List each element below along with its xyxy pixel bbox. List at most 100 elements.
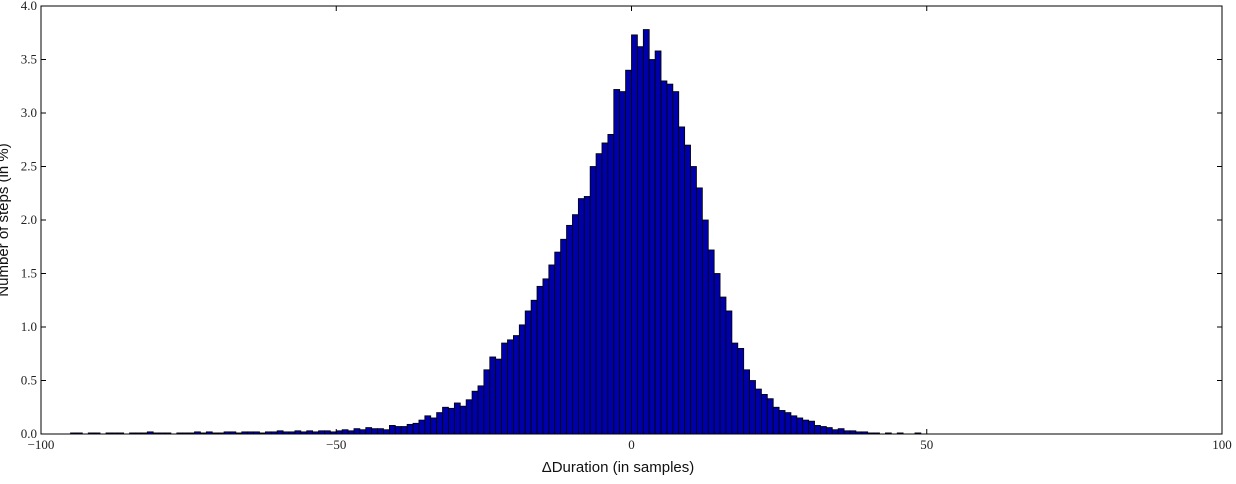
bar	[353, 428, 361, 435]
bar	[648, 59, 656, 435]
x-tick-label: 50	[920, 437, 933, 452]
bar	[377, 428, 384, 435]
bar	[418, 419, 426, 435]
bar	[394, 426, 402, 435]
bar	[424, 415, 432, 435]
bar	[654, 50, 662, 435]
bar	[560, 238, 567, 435]
y-axis-label: Number of steps (in %)	[0, 143, 12, 296]
bar	[371, 428, 378, 435]
bar	[400, 426, 408, 435]
x-tick-label: 100	[1212, 437, 1232, 452]
y-tick-label: 3.5	[21, 52, 37, 67]
bar	[707, 249, 715, 435]
y-tick-label: 0.5	[21, 373, 37, 388]
bar	[814, 425, 821, 435]
bar	[772, 406, 780, 435]
y-tick-label: 2.0	[21, 212, 37, 227]
bar	[725, 310, 733, 435]
bar	[619, 91, 626, 435]
bar	[607, 133, 615, 435]
bar	[536, 285, 544, 435]
bar	[825, 427, 833, 435]
bar	[453, 402, 461, 435]
bar	[642, 29, 650, 435]
bar	[436, 412, 443, 435]
bar	[613, 89, 621, 435]
bar	[802, 419, 810, 435]
bar	[701, 219, 709, 435]
bar	[471, 390, 479, 435]
bar	[696, 187, 703, 435]
bar	[589, 166, 597, 435]
bar	[778, 410, 786, 435]
bar	[507, 339, 514, 435]
bar	[430, 417, 438, 435]
bar	[548, 264, 556, 435]
bar	[731, 342, 739, 435]
bar	[820, 426, 827, 435]
bar	[660, 80, 668, 435]
bar	[577, 198, 585, 435]
bar	[837, 428, 845, 435]
bar	[524, 310, 532, 435]
bar	[341, 429, 349, 435]
bar	[406, 423, 414, 435]
bar	[513, 335, 520, 435]
bar	[743, 369, 751, 435]
bar	[465, 399, 473, 435]
bar	[383, 429, 390, 435]
bar	[749, 380, 756, 435]
bar	[495, 358, 502, 435]
bar	[631, 34, 638, 435]
bar	[572, 214, 579, 435]
bar	[625, 69, 632, 435]
bar	[542, 278, 550, 435]
bar	[737, 347, 745, 435]
bar	[554, 251, 562, 435]
bar	[672, 91, 680, 435]
bar	[459, 405, 467, 435]
bar	[483, 369, 491, 435]
bar	[637, 46, 644, 435]
bar	[761, 394, 768, 435]
bar	[583, 196, 591, 435]
y-tick-label: 0.0	[21, 426, 37, 441]
bar	[412, 422, 420, 435]
y-tick-label: 3.0	[21, 105, 37, 120]
bar	[690, 166, 697, 435]
bar	[518, 324, 526, 435]
bar	[448, 407, 455, 435]
bar	[766, 398, 774, 435]
x-tick-label: −100	[28, 437, 55, 452]
bar	[755, 388, 762, 435]
bar	[566, 224, 573, 435]
bar	[790, 415, 798, 435]
y-tick-label: 2.5	[21, 159, 37, 174]
bar	[477, 385, 485, 435]
y-tick-label: 4.0	[21, 0, 37, 13]
bar	[678, 126, 686, 435]
x-axis-label: ΔDuration (in samples)	[542, 459, 695, 476]
bar	[442, 406, 449, 435]
bar	[601, 142, 609, 435]
bar	[530, 299, 538, 435]
bar	[719, 296, 727, 435]
bar	[388, 425, 396, 435]
bar	[666, 83, 674, 435]
bar	[359, 429, 367, 435]
bar	[796, 417, 804, 435]
bar	[501, 342, 508, 435]
bar	[489, 356, 497, 435]
x-tick-label: 0	[628, 437, 635, 452]
bar	[595, 153, 603, 435]
y-tick-label: 1.5	[21, 266, 37, 281]
bar	[713, 273, 721, 435]
bar	[831, 429, 839, 435]
bar	[784, 412, 792, 435]
x-tick-label: −50	[326, 437, 346, 452]
bar	[808, 420, 815, 435]
bar	[684, 144, 691, 435]
y-tick-label: 1.0	[21, 319, 37, 334]
